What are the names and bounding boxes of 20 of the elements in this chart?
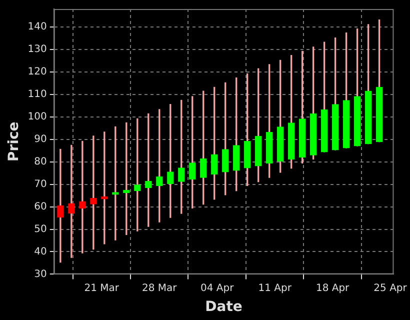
y-tick-label: 90 — [34, 134, 47, 145]
y-tick-label: 120 — [28, 66, 47, 78]
y-tick-label: 30 — [34, 268, 47, 280]
x-tick-label: 25 Apr — [374, 282, 408, 294]
y-tick-label: 80 — [34, 156, 47, 168]
y-tick-label: 100 — [28, 111, 47, 122]
x-tick-label: 21 Mar — [84, 282, 120, 294]
y-tick-label: 50 — [34, 224, 47, 235]
x-tick-label: 28 Mar — [142, 282, 178, 294]
x-tick-label: 04 Apr — [200, 282, 235, 294]
y-axis-title: Price — [6, 122, 22, 162]
y-tick-label: 130 — [28, 44, 47, 56]
y-tick-label: 60 — [34, 201, 47, 212]
y-tick-label: 110 — [28, 88, 47, 100]
x-axis-title: Date — [205, 299, 242, 316]
y-tick-label: 70 — [34, 178, 47, 190]
y-tick-label: 40 — [34, 246, 47, 258]
y-tick-label: 140 — [28, 22, 47, 33]
x-tick-label: 11 Apr — [258, 282, 292, 294]
x-tick-label: 18 Apr — [316, 282, 350, 294]
